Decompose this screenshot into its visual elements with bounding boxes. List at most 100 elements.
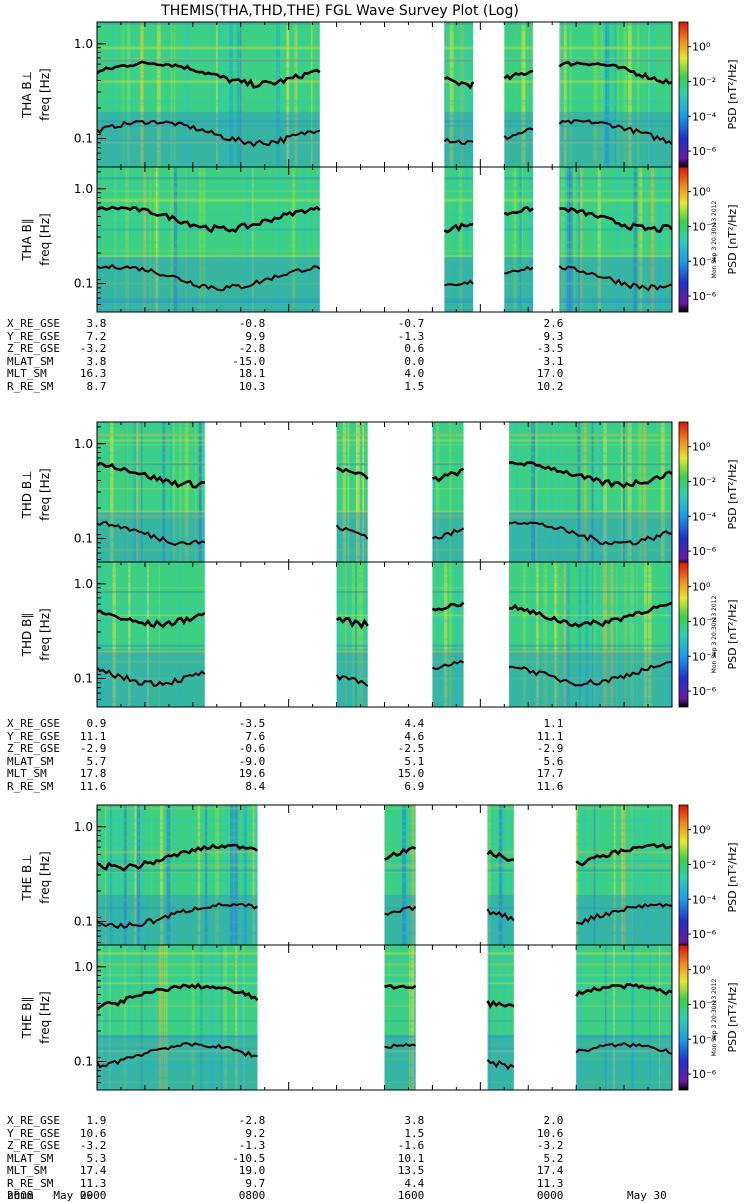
trace-line xyxy=(508,601,672,628)
ephemeris-value: 10.6 xyxy=(73,1126,107,1140)
ephemeris-row: R_RE_SM 11.3 9.7 4.4 11.3 xyxy=(7,1176,564,1191)
ephemeris-value: 17.8 xyxy=(73,767,107,780)
ephemeris-value: -0.6 xyxy=(106,742,266,755)
trace-line xyxy=(335,524,369,540)
data-gap xyxy=(367,562,433,707)
ephemeris-value: 1.1 xyxy=(424,717,564,730)
colorbar xyxy=(678,166,689,313)
ephemeris-value: 0800 xyxy=(106,1189,266,1202)
colorbar xyxy=(678,804,689,951)
ephemeris-table-b: X_RE_GSE 0.9 -3.5 4.4 1.1 Y_RE_GSE 11.1 7… xyxy=(7,717,564,793)
ephemeris-value: 19.6 xyxy=(106,767,266,780)
trace-line xyxy=(97,1042,258,1069)
ephemeris-value: 8.7 xyxy=(73,379,107,393)
ephemeris-value: 3.8 xyxy=(265,1114,425,1127)
ephemeris-value: -0.7 xyxy=(265,317,425,330)
colorbar-tick-label: 10⁻⁴ xyxy=(692,255,717,268)
trace-line xyxy=(97,982,259,1011)
panel-5: 1.0 0.1 THE B∥ freq [Hz] 10⁰ 10⁻² 10⁻⁴ 10⁻⁶ PSD … xyxy=(20,944,739,1091)
ephemeris-value: 4.6 xyxy=(265,729,425,743)
trace-line xyxy=(558,61,672,85)
ephemeris-value: -3.2 xyxy=(424,1139,564,1152)
ephemeris-value: 5.1 xyxy=(265,754,425,768)
trace-line xyxy=(486,849,515,863)
ephemeris-value: -3.5 xyxy=(424,342,564,355)
colorbar-tick-label: 10⁻⁶ xyxy=(692,928,717,941)
ephemeris-label: Y_RE_GSE xyxy=(7,329,74,343)
colorbar-label: PSD [nT²/Hz] xyxy=(726,599,739,669)
colorbar-tick-label: 10⁻² xyxy=(692,220,716,233)
ephemeris-value: 1.5 xyxy=(265,1126,425,1140)
colorbar-tick-label: 10⁻² xyxy=(692,615,716,628)
ephemeris-label: X_RE_GSE xyxy=(7,717,74,730)
ephemeris-row: R_RE_SM 8.7 10.3 1.5 10.2 xyxy=(7,379,563,394)
ephemeris-value: 9.2 xyxy=(106,1126,266,1140)
ephemeris-row: Y_RE_GSE 11.1 7.6 4.6 11.1 xyxy=(7,729,564,744)
trace-line xyxy=(486,908,515,922)
ephemeris-value: 0000 xyxy=(424,1189,564,1202)
ephemeris-row: X_RE_GSE 1.9 -2.8 3.8 2.0 xyxy=(7,1114,563,1128)
y-axis-label: freq [Hz] xyxy=(38,608,52,660)
ephemeris-value: -3.5 xyxy=(106,717,266,730)
colorbar-tick-label: 10⁻⁴ xyxy=(692,110,717,123)
ephemeris-value: 9.3 xyxy=(424,329,564,343)
ephemeris-label: MLAT_SM xyxy=(7,1151,74,1165)
data-gap xyxy=(204,422,337,567)
ephemeris-value: 3.8 xyxy=(73,354,107,368)
start-date: May 29 xyxy=(53,1189,94,1202)
trace-line xyxy=(486,1059,515,1070)
spectrogram-3 xyxy=(97,562,672,707)
trace-line xyxy=(97,119,321,148)
ephemeris-value: 16.3 xyxy=(73,367,107,380)
end-date: May 30 xyxy=(627,1189,667,1202)
spectrogram-4 xyxy=(97,805,672,950)
y-tick-label: 0.1 xyxy=(74,131,93,145)
trace-line xyxy=(335,674,369,687)
ephemeris-value: 11.1 xyxy=(424,729,564,743)
colorbar-tick-label: 10⁻² xyxy=(692,998,716,1011)
y-tick-label: 1.0 xyxy=(74,577,93,591)
ephemeris-value: 5.7 xyxy=(73,754,107,768)
trace-line xyxy=(503,69,534,81)
y-axis-label: freq [Hz] xyxy=(38,851,52,903)
ephemeris-row: hhmm 0000 0800 1600 0000 xyxy=(7,1189,564,1203)
trace-line xyxy=(384,846,416,861)
colorbar-label: PSD [nT²/Hz] xyxy=(726,842,739,912)
panel-3: 1.0 0.1 THD B∥ freq [Hz] 10⁰ 10⁻² 10⁻⁴ 10⁻⁶ PSD … xyxy=(20,561,739,708)
trace-line xyxy=(97,263,321,292)
data-gap xyxy=(473,22,505,167)
spectrogram-1 xyxy=(97,167,672,312)
ephemeris-label: hhmm xyxy=(7,1189,74,1202)
panel-name: THA B∥ xyxy=(20,218,34,262)
trace-line xyxy=(503,127,534,141)
trace-line xyxy=(559,206,672,233)
figure-title: THEMIS(THA,THD,THE) FGL Wave Survey Plot… xyxy=(160,3,519,19)
ephemeris-value: 17.0 xyxy=(424,367,564,380)
colorbar-tick-label: 10⁻⁴ xyxy=(692,510,717,523)
ephemeris-value: 11.3 xyxy=(424,1176,564,1190)
ephemeris-row: X_RE_GSE 0.9 -3.5 4.4 1.1 xyxy=(7,717,564,731)
trace-line xyxy=(97,60,321,89)
ephemeris-label: R_RE_SM xyxy=(7,779,74,793)
date-row: 2008 May 29 May 30 xyxy=(7,1189,667,1203)
spectrogram-0 xyxy=(97,22,672,167)
panels-group: 1.0 0.1 THA B⊥ freq [Hz] 10⁰ 10⁻² 10⁻⁴ 10⁻⁶ PSD … xyxy=(20,21,739,1091)
timestamp-stamp: Mon Sep 3 20:30:13 2012 xyxy=(711,596,718,674)
ephemeris-table-a: X_RE_GSE 3.8 -0.8 -0.7 2.6 Y_RE_GSE 7.2 9… xyxy=(7,317,564,394)
trace-line xyxy=(444,279,474,287)
ephemeris-value: -9.0 xyxy=(106,754,266,768)
trace-line xyxy=(97,520,205,546)
ephemeris-value: -0.8 xyxy=(106,317,266,330)
trace-line xyxy=(575,982,672,997)
trace-line xyxy=(443,222,474,234)
trace-line xyxy=(432,467,465,483)
ephemeris-label: Z_RE_GSE xyxy=(7,1139,74,1152)
panel-0: 1.0 0.1 THA B⊥ freq [Hz] 10⁰ 10⁻² 10⁻⁴ 10⁻⁶ PSD … xyxy=(20,21,739,168)
panel-name: THA B⊥ xyxy=(20,71,34,119)
data-gap xyxy=(319,22,445,167)
ephemeris-value: 10.3 xyxy=(106,379,266,393)
data-gap xyxy=(204,562,337,707)
ephemeris-value: 0.9 xyxy=(73,717,107,730)
ephemeris-table-c: X_RE_GSE 1.9 -2.8 3.8 2.0 Y_RE_GSE 10.6 9… xyxy=(7,1114,564,1203)
data-gap xyxy=(513,945,577,1090)
